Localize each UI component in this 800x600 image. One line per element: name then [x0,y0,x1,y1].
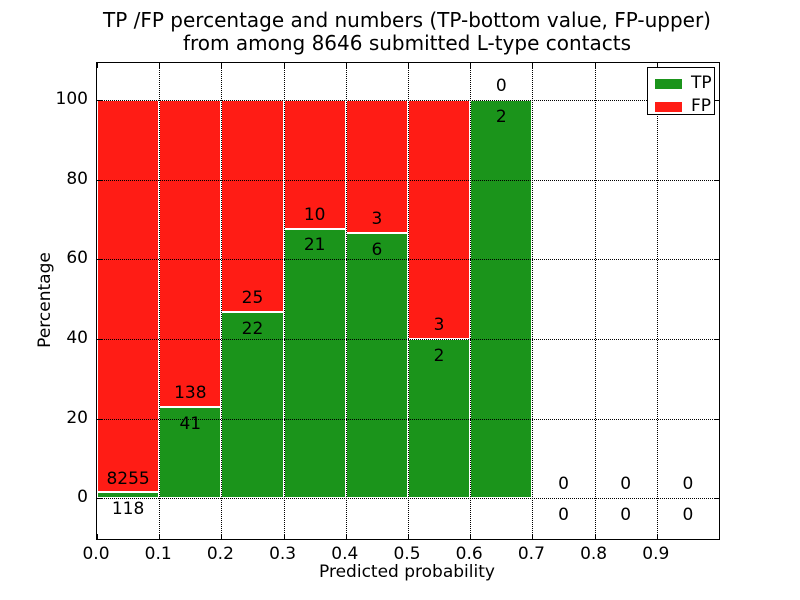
fp-count-label-9: 0 [682,474,694,495]
xtick-label-1: 0.1 [144,544,172,564]
tp-count-label-3: 21 [303,235,326,256]
chart-title-line1: TP /FP percentage and numbers (TP-bottom… [103,8,711,32]
xtick-label-7: 0.7 [517,544,545,564]
fp-count-label-6: 0 [495,76,507,97]
ytick-label-4: 80 [66,168,88,189]
tp-count-label-8: 0 [620,504,632,525]
bar-fp-3 [283,100,346,229]
xtick-label-9: 0.9 [642,544,670,564]
bar-tp-0 [97,492,160,499]
x-axis-label: Predicted probability [319,562,495,582]
fp-count-label-5: 3 [433,315,445,336]
fp-count-label-3: 10 [303,204,326,225]
tp-count-label-2: 22 [241,318,264,339]
ytick-label-2: 40 [66,327,88,348]
tp-count-label-1: 41 [179,413,202,434]
chart-title: TP /FP percentage and numbers (TP-bottom… [96,9,718,55]
ytick-label-1: 20 [66,407,88,428]
bar-tp-2 [221,311,284,499]
legend-swatch-fp-icon [655,101,682,112]
ytick-label-3: 60 [66,248,88,269]
xtick-label-0: 0.0 [82,544,110,564]
bar-fp-4 [345,100,408,233]
fp-count-label-2: 25 [241,287,264,308]
legend-swatch-tp-icon [655,78,682,89]
annotations-layer: 8255 118 138 41 25 22 10 21 3 6 3 2 0 2 0 0 0 0 0 0 [97,63,719,539]
xtick-label-5: 0.5 [393,544,421,564]
xtick-label-2: 0.2 [206,544,234,564]
bar-tp-3 [283,228,346,499]
tp-count-label-0: 118 [111,499,145,520]
xtick-label-8: 0.8 [580,544,608,564]
xtick-label-6: 0.6 [455,544,483,564]
bar-tp-4 [345,232,408,499]
bar-fp-1 [159,100,222,407]
fp-count-label-7: 0 [558,474,569,495]
fp-count-label-0: 8255 [106,468,150,489]
legend: TP FP [647,67,715,115]
legend-label-tp: TP [691,73,712,93]
xtick-top-0 [97,63,98,68]
legend-entry-fp: FP [655,98,714,115]
fp-count-label-1: 138 [174,383,207,404]
tp-count-label-4: 6 [371,239,383,260]
bars-layer [97,63,719,539]
plot-area: 8255 118 138 41 25 22 10 21 3 6 3 2 0 2 0 0 0 0 0 0 TP FP [96,62,720,540]
tp-count-label-9: 0 [682,504,694,525]
tp-count-label-7: 0 [558,504,569,525]
bar-fp-0 [97,100,160,493]
fp-count-label-8: 0 [620,474,632,495]
xtick-label-4: 0.4 [331,544,359,564]
legend-label-fp: FP [691,96,712,116]
legend-entry-tp: TP [655,75,714,92]
ytick-label-5: 100 [55,89,88,110]
fp-count-label-4: 3 [371,209,383,229]
xtick-bottom-0 [97,534,98,539]
bar-fp-5 [408,100,471,339]
xtick-label-3: 0.3 [269,544,297,564]
chart-title-line2: from among 8646 submitted L-type contact… [182,31,632,55]
tp-count-label-5: 2 [433,345,445,366]
ytick-label-0: 0 [77,487,88,508]
tp-count-label-6: 2 [495,107,507,128]
